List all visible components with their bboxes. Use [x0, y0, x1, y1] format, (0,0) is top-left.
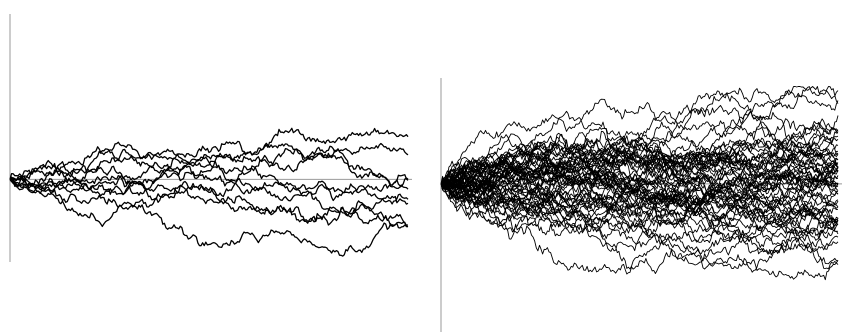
right-path-55 [440, 164, 839, 243]
right-path-31 [440, 95, 839, 185]
right-path-53 [440, 166, 839, 222]
left-path-5 [9, 175, 409, 228]
right-path-36 [440, 179, 839, 270]
left-path-10 [9, 140, 409, 182]
left-path-6 [9, 176, 409, 226]
right-path-48 [440, 179, 839, 252]
right-path-58 [440, 169, 839, 221]
left-path-1 [9, 146, 409, 228]
right-path-45 [440, 163, 839, 229]
right-paths [440, 86, 839, 281]
right-path-56 [440, 133, 839, 188]
left-path-4 [9, 127, 409, 198]
right-path-34 [440, 176, 839, 270]
right-path-22 [440, 159, 839, 229]
right-axes [440, 78, 842, 332]
left-path-7 [9, 155, 409, 205]
left-path-3 [9, 145, 409, 190]
right-path-51 [440, 118, 839, 188]
right-path-47 [440, 130, 839, 194]
right-path-57 [440, 182, 839, 281]
right-path-50 [440, 86, 839, 190]
right-path-59 [440, 182, 839, 275]
right-path-52 [440, 155, 839, 190]
left-paths [9, 127, 409, 257]
right-path-40 [440, 175, 839, 265]
right-path-49 [440, 144, 839, 214]
right-path-54 [440, 173, 839, 242]
left-path-8 [9, 178, 409, 257]
right-path-60 [440, 108, 839, 196]
left-path-9 [9, 175, 409, 202]
